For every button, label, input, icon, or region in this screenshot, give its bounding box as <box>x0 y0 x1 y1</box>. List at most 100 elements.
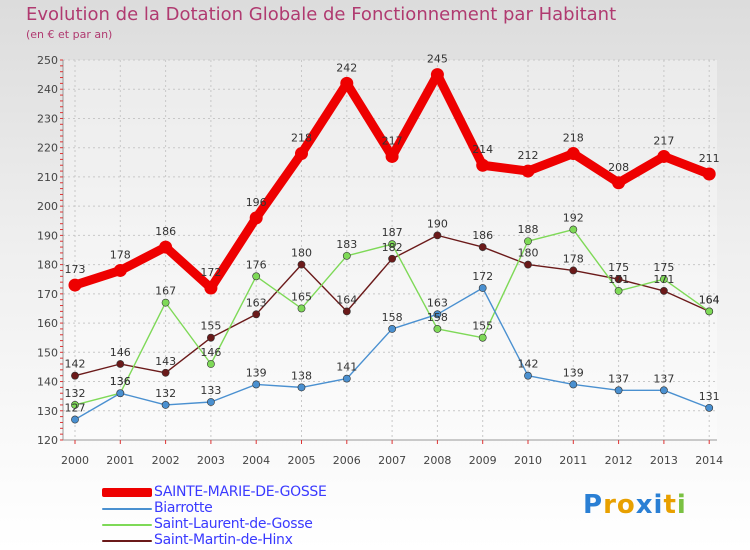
data-point <box>252 380 261 389</box>
data-point <box>340 76 354 90</box>
data-point <box>524 237 532 246</box>
data-point <box>614 275 623 284</box>
data-label: 164 <box>336 293 357 306</box>
data-label: 127 <box>65 402 86 415</box>
data-label: 133 <box>200 384 221 397</box>
data-label: 139 <box>563 366 584 379</box>
logo-letter: x <box>635 490 654 520</box>
y-tick-label: 190 <box>37 229 58 242</box>
data-label: 187 <box>382 226 403 239</box>
y-tick-label: 160 <box>37 317 58 330</box>
data-label: 155 <box>472 320 493 333</box>
data-label: 245 <box>427 53 448 66</box>
data-label: 208 <box>608 161 629 174</box>
y-tick-label: 140 <box>37 376 58 389</box>
data-label: 146 <box>110 346 131 359</box>
data-label: 132 <box>65 387 86 400</box>
data-label: 136 <box>110 375 131 388</box>
data-label: 138 <box>291 369 312 382</box>
data-label: 164 <box>699 293 720 306</box>
data-label: 196 <box>246 196 267 209</box>
y-tick-label: 220 <box>37 142 58 155</box>
data-point <box>660 275 668 284</box>
line-chart: 120 130 140 150 160 170 180 190 200 210 220 230 240 2… <box>37 53 723 467</box>
data-label: 171 <box>653 273 674 286</box>
x-tick-label: 2005 <box>288 454 316 467</box>
data-point <box>614 386 623 395</box>
y-tick-label: 170 <box>37 288 58 301</box>
data-point <box>249 211 263 225</box>
data-label: 211 <box>699 152 720 165</box>
data-point <box>702 167 716 181</box>
data-point <box>161 298 170 307</box>
data-point <box>705 403 714 412</box>
data-point <box>68 278 82 292</box>
x-tick-label: 2004 <box>242 454 270 467</box>
data-label: 158 <box>427 311 448 324</box>
data-label: 217 <box>382 134 403 147</box>
chart-legend: SAINTE-MARIE-DE-GOSSE Biarrotte Saint-Laur… <box>102 484 422 548</box>
x-tick-label: 2007 <box>378 454 406 467</box>
data-point <box>206 398 215 406</box>
data-label: 137 <box>608 372 629 385</box>
data-point <box>113 263 127 277</box>
legend-item: Saint-Laurent-de-Gosse <box>102 516 422 532</box>
data-label: 178 <box>110 248 131 261</box>
data-label: 175 <box>653 261 674 274</box>
x-tick-label: 2011 <box>559 454 587 467</box>
data-point <box>297 383 306 392</box>
legend-label: Saint-Martin-de-Hinx <box>154 532 293 548</box>
data-label: 242 <box>336 61 357 74</box>
data-point <box>297 260 306 269</box>
data-point <box>161 368 170 377</box>
data-point <box>524 260 532 269</box>
data-label: 167 <box>155 285 176 298</box>
data-point <box>71 401 79 409</box>
data-label: 146 <box>200 346 221 359</box>
data-point <box>478 284 487 292</box>
data-label: 164 <box>699 293 720 306</box>
x-tick-label: 2000 <box>61 454 89 467</box>
data-label: 182 <box>382 241 403 254</box>
x-tick-label: 2012 <box>605 454 633 467</box>
data-label: 165 <box>291 290 312 303</box>
data-label: 142 <box>65 358 86 371</box>
x-tick-label: 2003 <box>197 454 225 467</box>
data-point <box>660 287 668 295</box>
data-label: 158 <box>382 311 403 324</box>
x-tick-label: 2006 <box>333 454 361 467</box>
data-point <box>116 360 125 368</box>
data-label: 192 <box>563 212 584 225</box>
data-point <box>478 333 487 342</box>
data-label: 172 <box>472 270 493 283</box>
legend-swatch <box>102 524 152 526</box>
data-label: 180 <box>291 247 312 260</box>
data-point <box>433 231 442 240</box>
logo-letter: P <box>583 490 604 520</box>
y-tick-label: 230 <box>37 112 58 125</box>
data-point <box>614 287 623 295</box>
data-label-layer: 173 178 186 172 196 218 242 217 245 214 212 218 208 2… <box>65 53 720 415</box>
legend-swatch <box>102 540 152 542</box>
data-label: 180 <box>518 247 539 260</box>
data-point <box>388 254 396 263</box>
legend-item: SAINTE-MARIE-DE-GOSSE <box>102 484 422 500</box>
y-tick-label: 250 <box>37 54 58 67</box>
data-point <box>204 281 218 295</box>
data-point <box>252 310 261 319</box>
data-label: 137 <box>653 372 674 385</box>
legend-item: Biarrotte <box>102 500 422 516</box>
x-tick-label: 2001 <box>106 454 134 467</box>
data-point <box>116 389 125 398</box>
data-point <box>657 149 671 163</box>
data-label: 141 <box>336 361 357 374</box>
axis-layer: 120 130 140 150 160 170 180 190 200 210 220 230 240 2… <box>37 54 723 467</box>
y-tick-label: 240 <box>37 83 58 96</box>
data-label: 214 <box>472 143 493 156</box>
data-point <box>206 333 215 342</box>
data-label: 186 <box>155 225 176 238</box>
data-point <box>206 360 215 368</box>
legend-swatch <box>102 508 152 510</box>
y-tick-label: 200 <box>37 200 58 213</box>
chart-title: Evolution de la Dotation Globale de Fonc… <box>26 4 617 25</box>
